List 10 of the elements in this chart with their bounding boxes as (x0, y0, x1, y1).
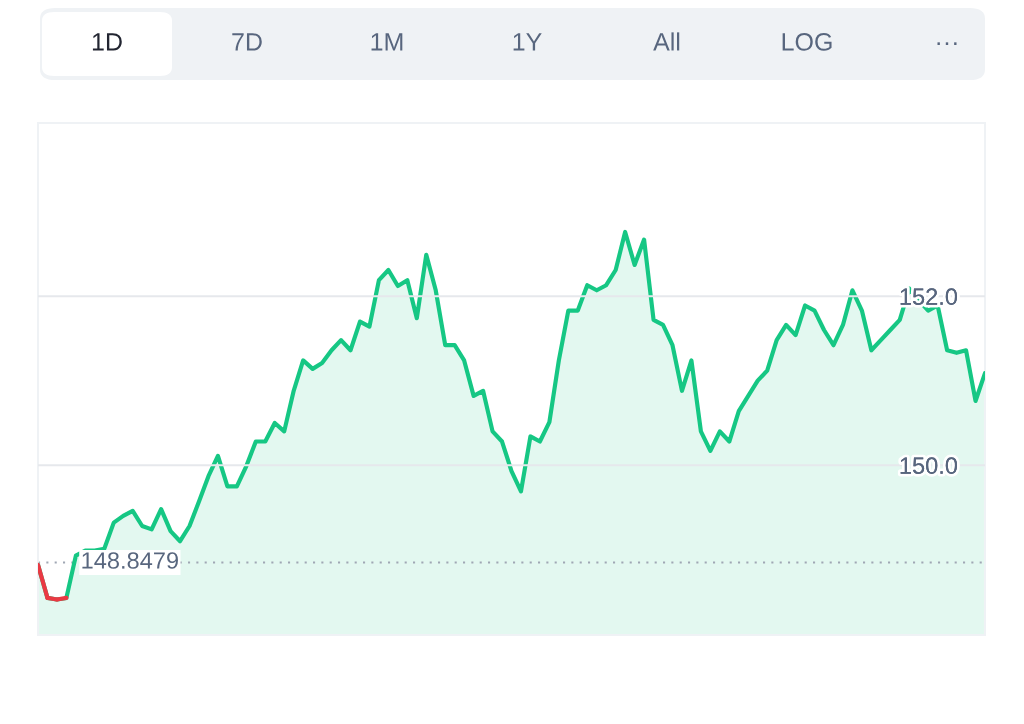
text: 7D (232, 33, 262, 51)
ref-line-label: 148.8479 (82, 552, 178, 569)
text: All (653, 32, 680, 51)
text: 1Y (513, 33, 542, 51)
text: 1M (371, 33, 403, 51)
text: 1D (92, 33, 122, 51)
text: LOG (782, 33, 832, 51)
text: ··· (937, 42, 957, 46)
y-tick-label: 150.0 (900, 457, 958, 474)
y-tick-label: 152.0 (900, 288, 958, 305)
